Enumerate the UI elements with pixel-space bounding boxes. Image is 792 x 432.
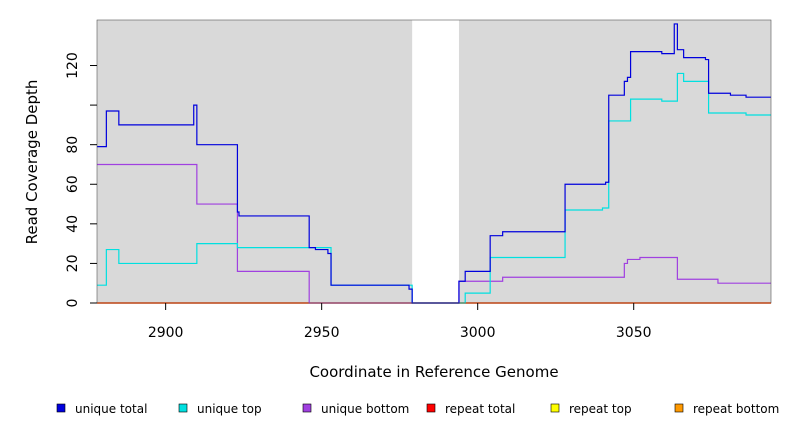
legend-item: unique total — [56, 402, 147, 416]
y-axis: 0 20 40 60 80 120 — [65, 52, 97, 307]
legend-label: unique bottom — [321, 402, 409, 416]
legend: unique total unique top unique bottom repea… — [56, 402, 779, 416]
plot-border — [96, 19, 772, 304]
y-tick-label: 60 — [65, 175, 81, 193]
legend-item: repeat total — [426, 402, 515, 416]
y-tick-label: 20 — [65, 255, 81, 273]
legend-item: unique top — [178, 402, 262, 416]
legend-item: repeat bottom — [674, 402, 779, 416]
y-tick-label: 80 — [65, 136, 81, 154]
x-tick-label: 2900 — [148, 325, 184, 341]
legend-label: unique total — [75, 402, 147, 416]
legend-swatch — [674, 403, 684, 413]
legend-swatch — [302, 403, 312, 413]
plot-area — [96, 19, 772, 304]
x-axis-title: Coordinate in Reference Genome — [309, 363, 558, 381]
legend-item: unique bottom — [302, 402, 409, 416]
x-tick-label: 3050 — [616, 325, 652, 341]
legend-label: repeat total — [445, 402, 515, 416]
series-line-unique-bottom — [97, 163, 771, 304]
legend-swatch — [178, 403, 188, 413]
legend-label: repeat bottom — [693, 402, 779, 416]
y-tick-label: 40 — [65, 215, 81, 233]
y-tick-label: 0 — [65, 299, 81, 308]
gap-region — [412, 20, 459, 303]
x-axis: 2900 2950 3000 3050 — [148, 303, 652, 341]
legend-swatch — [550, 403, 560, 413]
y-tick-label: 120 — [65, 52, 81, 79]
legend-item: repeat top — [550, 402, 632, 416]
x-tick-label: 2950 — [304, 325, 340, 341]
legend-swatch — [426, 403, 436, 413]
y-axis-title: Read Coverage Depth — [23, 80, 41, 245]
x-tick-label: 3000 — [460, 325, 496, 341]
legend-label: repeat top — [569, 402, 632, 416]
legend-label: unique top — [197, 402, 262, 416]
legend-swatch — [56, 403, 66, 413]
series-line-unique-total — [97, 23, 771, 304]
